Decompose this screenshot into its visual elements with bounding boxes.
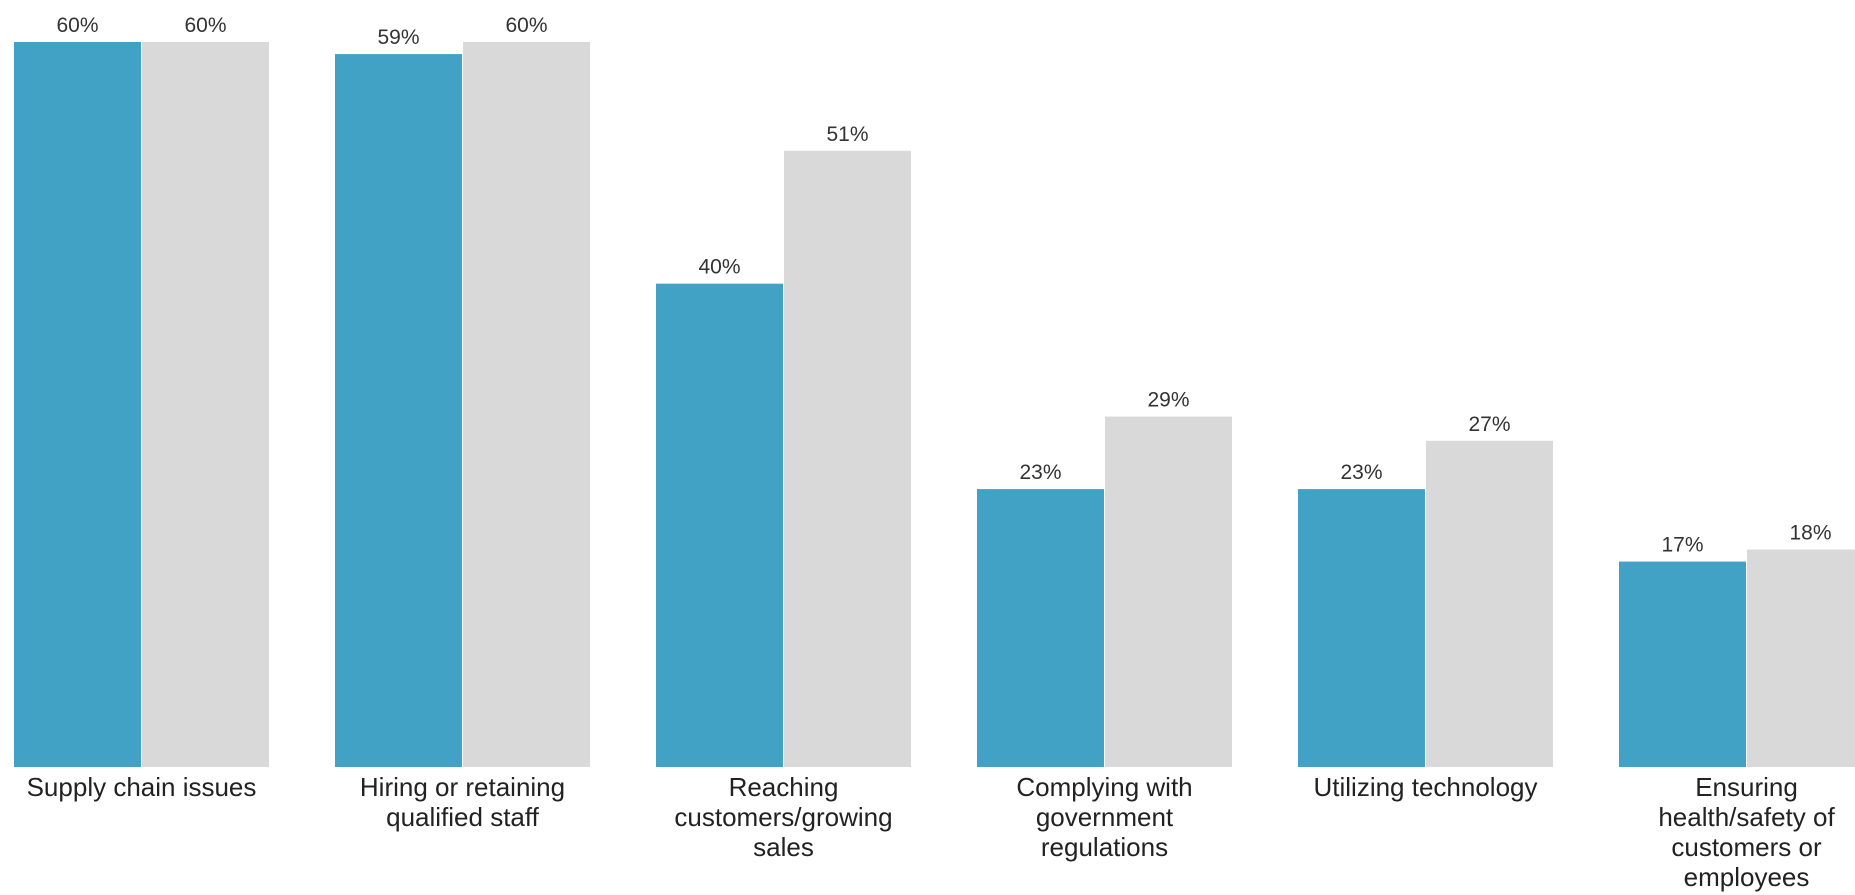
bar <box>977 489 1104 767</box>
data-label: 27% <box>1468 413 1510 436</box>
data-label: 60% <box>184 14 226 37</box>
category-label: Supply chain issues <box>27 772 257 802</box>
bar <box>1619 561 1746 767</box>
bar-group: 59% 60% Hiring or retaining qualified staff <box>335 14 590 832</box>
bar <box>14 42 141 767</box>
category-label-line: regulations <box>1041 832 1168 862</box>
category-label-line: qualified staff <box>386 802 540 832</box>
bar <box>784 150 911 767</box>
bar <box>1105 416 1232 767</box>
category-label-line: employees <box>1684 862 1810 892</box>
category-label-line: Ensuring <box>1695 772 1798 802</box>
bar-group: 17% 18% Ensuring health/safety of customers … <box>1619 522 1855 892</box>
data-label: 59% <box>377 26 419 49</box>
bar <box>656 283 783 767</box>
category-label-line: government <box>1036 802 1174 832</box>
bar <box>1298 489 1425 767</box>
bar <box>335 54 462 768</box>
bar-group: 60% 60% Supply chain issues <box>14 14 269 802</box>
bar <box>1426 440 1553 767</box>
data-label: 51% <box>826 123 868 146</box>
bar-group: 23% 29% Complying with government regulation… <box>977 389 1232 862</box>
data-label: 60% <box>505 14 547 37</box>
category-label: Ensuring health/safety of customers or empl… <box>1658 772 1835 892</box>
category-label: Utilizing technology <box>1313 772 1537 802</box>
bar <box>463 42 590 767</box>
category-label-line: customers or <box>1671 832 1822 862</box>
bar-group: 40% 51% Reaching customers/growing sales <box>656 123 911 862</box>
category-label-line: Hiring or retaining <box>360 772 565 802</box>
data-label: 17% <box>1661 534 1703 557</box>
category-label-line: Reaching <box>729 772 839 802</box>
bar <box>142 42 269 767</box>
category-label: Complying with government regulations <box>1016 772 1192 862</box>
bar <box>1747 549 1855 767</box>
data-label: 40% <box>698 256 740 279</box>
category-label-line: Utilizing technology <box>1313 772 1537 802</box>
category-label-line: Complying with <box>1016 772 1192 802</box>
category-label: Reaching customers/growing sales <box>674 772 892 862</box>
category-label-line: health/safety of <box>1658 802 1835 832</box>
category-label: Hiring or retaining qualified staff <box>360 772 565 832</box>
category-label-line: sales <box>753 832 814 862</box>
bar-group: 23% 27% Utilizing technology <box>1298 413 1553 802</box>
category-label-line: customers/growing <box>674 802 892 832</box>
data-label: 60% <box>56 14 98 37</box>
data-label: 23% <box>1340 461 1382 484</box>
data-label: 23% <box>1019 461 1061 484</box>
category-label-line: Supply chain issues <box>27 772 257 802</box>
data-label: 18% <box>1789 522 1831 545</box>
data-label: 29% <box>1147 389 1189 412</box>
